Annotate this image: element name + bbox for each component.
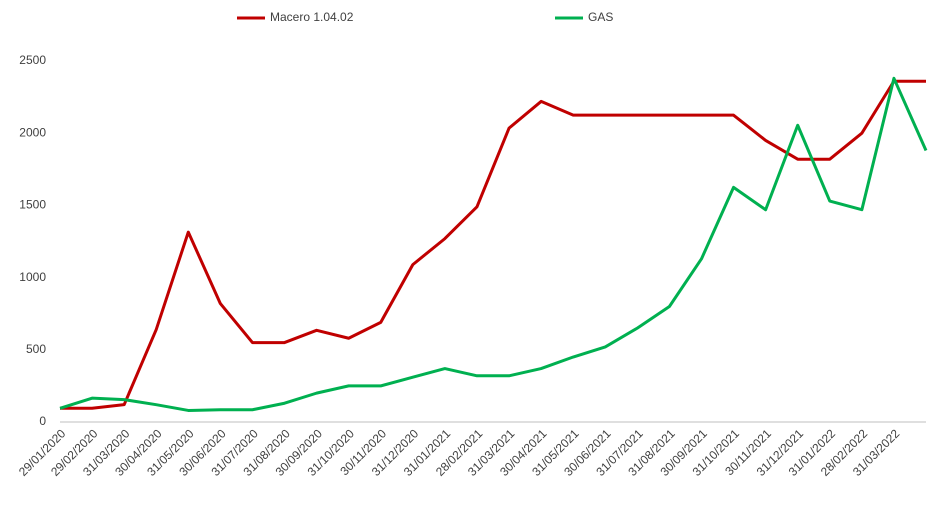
- legend-label: Macero 1.04.02: [270, 10, 354, 24]
- legend-label: GAS: [588, 10, 613, 24]
- y-tick-label: 2000: [19, 125, 46, 139]
- y-tick-label: 0: [39, 414, 46, 428]
- line-series: [59, 76, 928, 412]
- y-tick-label: 500: [26, 342, 46, 356]
- y-tick-label: 1000: [19, 270, 46, 284]
- line-series: [60, 79, 926, 410]
- y-tick-label: 1500: [19, 198, 46, 212]
- y-tick-label: 2500: [19, 53, 46, 67]
